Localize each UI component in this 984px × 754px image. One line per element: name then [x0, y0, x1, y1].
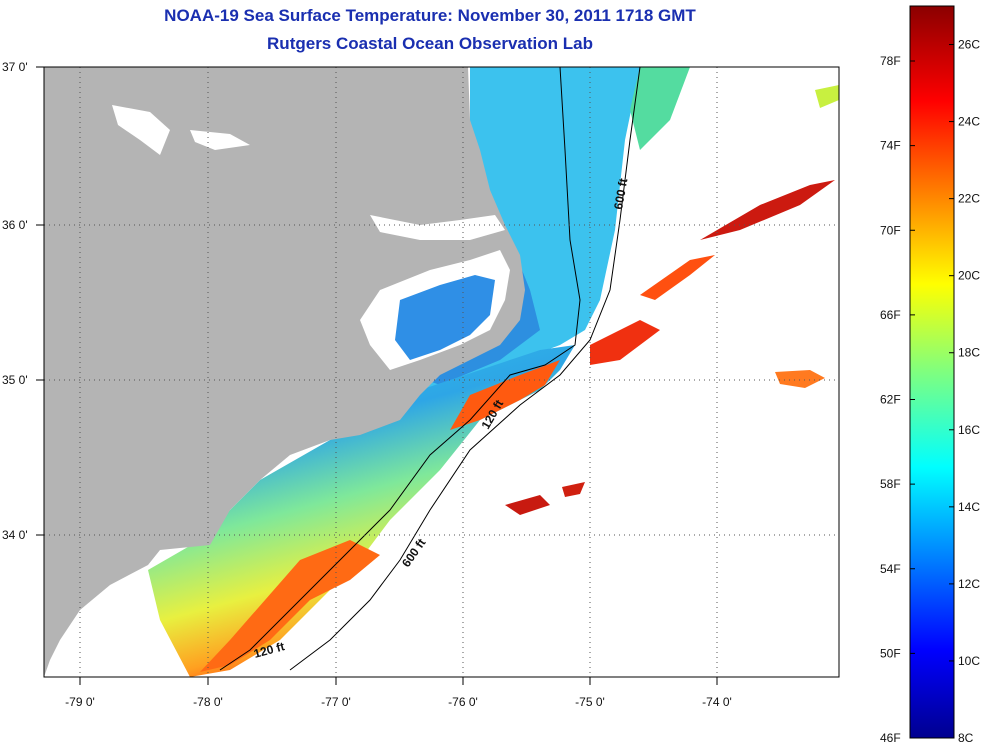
map-title: NOAA-19 Sea Surface Temperature: Novembe…	[164, 6, 696, 25]
sst-gulfstream-filament-3	[700, 180, 835, 240]
lon-label-76: -76 0'	[448, 695, 478, 709]
colorbar-ticks	[910, 44, 954, 739]
contour-600ft	[289, 67, 641, 671]
sst-offshore-patch-5	[815, 85, 839, 108]
colorbar-label-f: 66F	[880, 308, 901, 322]
colorbar-label-f: 70F	[880, 223, 901, 237]
sst-gulfstream-filament	[590, 320, 660, 365]
axis-ticks	[36, 66, 718, 685]
sst-field-south	[148, 345, 575, 677]
plot-frame	[43, 66, 840, 678]
colorbar-label-c: 18C	[958, 346, 980, 360]
sst-offshore-patch-4	[630, 67, 690, 150]
colorbar-label-f: 62F	[880, 393, 901, 407]
pamlico-sound-color	[395, 275, 495, 360]
sst-offshore-patch	[775, 370, 825, 388]
lat-label-36: 36 0'	[2, 218, 28, 232]
sst-warm-core-hatteras	[450, 360, 560, 430]
colorbar-label-c: 22C	[958, 192, 980, 206]
map-subtitle: Rutgers Coastal Ocean Observation Lab	[267, 34, 593, 53]
colorbar-label-f: 54F	[880, 562, 901, 576]
sst-gulfstream-filament-2	[640, 255, 715, 300]
lake-drummond	[112, 105, 170, 155]
colorbar-label-f: 50F	[880, 646, 901, 660]
lon-label-79: -79 0'	[65, 695, 95, 709]
colorbar	[909, 5, 955, 739]
colorbar-labels-celsius: 26C 24C 22C 20C 18C 16C 14C 12C 10C 8C	[958, 38, 980, 745]
lon-label-78: -78 0'	[193, 695, 223, 709]
sst-warm-core-capefear	[200, 540, 380, 672]
lon-label-74: -74 0'	[702, 695, 732, 709]
colorbar-label-c: 12C	[958, 577, 980, 591]
colorbar-label-c: 8C	[958, 731, 974, 745]
sst-offshore-patch-3	[562, 482, 585, 497]
graticule	[44, 67, 839, 677]
kerr-lake	[190, 130, 250, 150]
colorbar-label-c: 10C	[958, 654, 980, 668]
contour-label-600-north: 600 ft	[611, 177, 630, 210]
colorbar-label-c: 20C	[958, 269, 980, 283]
lat-label-34: 34 0'	[2, 528, 28, 542]
colorbar-label-c: 26C	[958, 38, 980, 52]
lat-label-35: 35 0'	[2, 373, 28, 387]
albemarle-sound	[370, 215, 505, 240]
lon-label-77: -77 0'	[321, 695, 351, 709]
contour-120ft	[219, 67, 581, 671]
lat-label-37: 37 0'	[2, 60, 28, 74]
colorbar-label-f: 58F	[880, 477, 901, 491]
land-mass	[44, 67, 525, 677]
colorbar-label-f: 78F	[880, 54, 901, 68]
colorbar-label-c: 16C	[958, 423, 980, 437]
colorbar-label-c: 24C	[958, 115, 980, 129]
colorbar-labels-fahrenheit: 78F 74F 70F 66F 62F 58F 54F 50F 46F	[880, 54, 901, 745]
colorbar-label-f: 46F	[880, 731, 901, 745]
colorbar-label-f: 74F	[880, 139, 901, 153]
sst-offshore-patch-2	[505, 495, 550, 515]
lon-label-75: -75 0'	[575, 695, 605, 709]
colorbar-label-c: 14C	[958, 500, 980, 514]
